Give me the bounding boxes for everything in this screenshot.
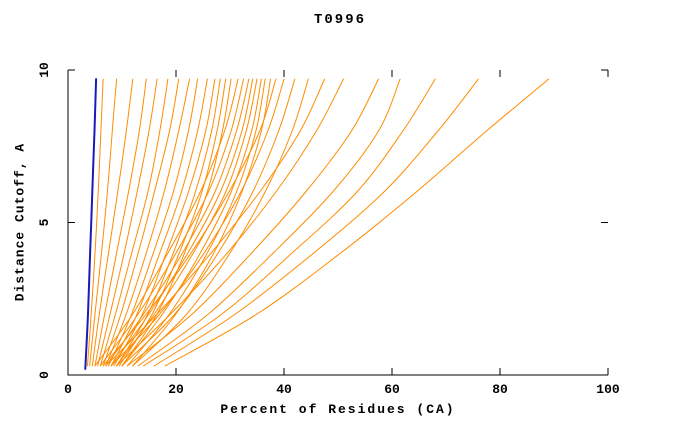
y-tick-label: 5	[37, 218, 52, 226]
model-20-curve	[121, 78, 262, 367]
model-08-curve	[105, 78, 190, 367]
y-axis-label: Distance Cutoff, A	[12, 142, 28, 302]
x-tick-label: 80	[492, 382, 508, 397]
model-27-curve	[105, 78, 325, 367]
x-tick-label: 60	[384, 382, 400, 397]
model-14-curve	[121, 78, 232, 367]
model-01-curve	[86, 78, 104, 367]
model-24-curve	[110, 78, 285, 367]
model-05-curve	[97, 78, 158, 367]
model-13-curve	[118, 78, 227, 367]
model-12-curve	[116, 78, 221, 367]
model-15-curve	[94, 78, 239, 367]
model-07-curve	[102, 78, 180, 367]
model-23-curve	[102, 78, 277, 367]
plot-title: T0996	[313, 12, 366, 28]
model-29-curve	[126, 78, 379, 367]
model-17-curve	[105, 78, 250, 367]
model-03-curve	[91, 78, 134, 367]
model-30-curve	[137, 78, 401, 367]
model-04-curve	[94, 78, 147, 367]
x-axis-label: Percent of Residues (CA)	[220, 402, 456, 417]
model-06-curve	[99, 78, 169, 367]
x-tick-label: 20	[168, 382, 184, 397]
model-31-curve	[143, 78, 436, 367]
x-tick-label: 0	[64, 382, 72, 397]
highlighted-model-curve	[84, 78, 98, 370]
model-25-curve	[121, 78, 296, 367]
model-18-curve	[110, 78, 254, 367]
model-26-curve	[132, 78, 309, 367]
model-16-curve	[99, 78, 244, 367]
y-tick-label: 10	[37, 62, 52, 78]
model-02-curve	[89, 78, 118, 367]
x-tick-label: 40	[276, 382, 292, 397]
model-22-curve	[132, 78, 271, 367]
x-tick-label: 100	[596, 382, 620, 397]
model-28-curve	[116, 78, 344, 367]
axis-lines	[67, 70, 608, 376]
model-32-curve	[153, 78, 479, 367]
model-33-curve	[164, 78, 550, 367]
y-tick-label: 0	[37, 371, 52, 379]
